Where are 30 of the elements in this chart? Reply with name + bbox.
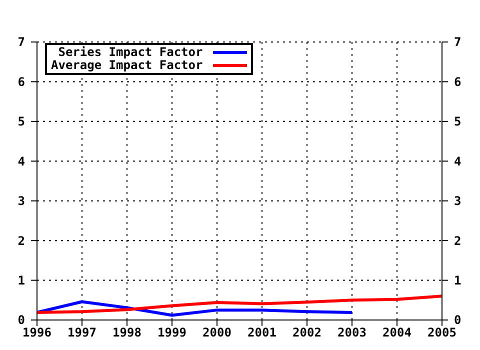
y2-tick-label: 2 [454,234,462,248]
y2-tick-label: 5 [454,114,462,129]
y-tick-label: 7 [18,35,25,50]
x-tick-label: 2002 [292,326,322,340]
y-tick-label: 3 [18,194,25,208]
x-tick-label: 1998 [112,326,142,340]
legend-label: Series Impact Factor [58,45,203,59]
line-series [37,294,442,314]
y-tick-label: 6 [18,74,25,89]
y2-tick-label: 1 [454,273,462,288]
x-tick-label: 1996 [22,326,52,340]
x-tick-label: 2000 [202,326,232,340]
y-tick-label: 2 [18,234,25,248]
y-tick-label: 4 [18,154,25,168]
line-series [37,300,354,317]
x-tick-label: 1997 [68,326,96,340]
y2-tick-label: 4 [454,154,462,168]
y2-tick-label: 6 [454,74,462,89]
y2-tick-label: 3 [454,194,462,208]
legend-label: Average Impact Factor [51,58,203,72]
x-tick-label: 2001 [248,326,276,340]
y-tick-label: 0 [18,313,25,328]
x-tick-label: 2005 [428,326,456,340]
y-tick-label: 1 [18,273,25,288]
x-tick-label: 2004 [382,326,412,340]
y-tick-label: 5 [18,114,25,129]
y2-tick-label: 0 [454,313,462,328]
x-tick-label: 2003 [338,326,366,340]
y2-tick-label: 7 [454,35,462,50]
x-tick-label: 1999 [158,326,186,340]
